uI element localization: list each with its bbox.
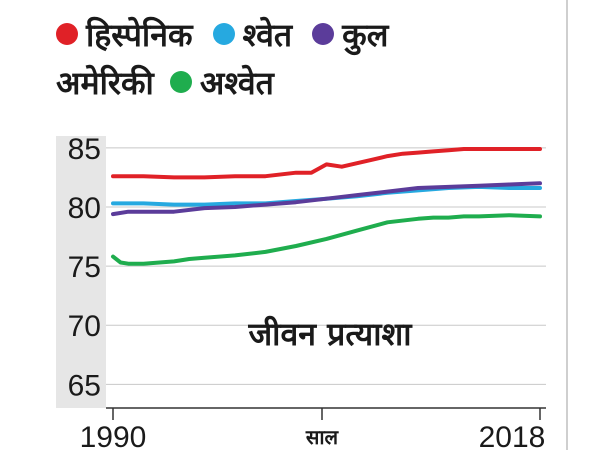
y-axis-band — [56, 136, 106, 408]
legend-item-white: श्वेत — [212, 13, 293, 56]
x-axis-label: साल — [305, 425, 340, 449]
legend-label-white: श्वेत — [242, 15, 293, 54]
legend-dot-total — [312, 23, 335, 45]
series-line-white — [111, 184, 542, 207]
legend-label-black: अश्वेत — [199, 63, 274, 102]
series-line-hispanic — [111, 147, 542, 180]
series-line-black — [111, 213, 542, 266]
legend-dot-black — [169, 71, 192, 93]
chart-title: जीवन प्रत्याशा — [247, 315, 413, 353]
y-tick-label-75: 75 — [68, 251, 101, 284]
legend-item-black: अश्वेत — [169, 61, 274, 104]
legend-item-hispanic: हिस्पेनिक — [56, 13, 193, 56]
legend-item-total: कुल — [312, 13, 388, 56]
legend-label-total-part1: कुल — [342, 15, 389, 54]
series-line-total — [111, 181, 542, 217]
legend-row-2: अमेरिकी अश्वेत — [56, 58, 556, 106]
frame-divider — [566, 0, 568, 450]
y-tick-label-80: 80 — [68, 192, 101, 225]
legend-dot-hispanic — [56, 23, 78, 45]
x-tick-label-1990: 1990 — [80, 421, 147, 450]
y-tick-label-85: 85 — [68, 133, 101, 166]
y-tick-label-70: 70 — [68, 310, 101, 343]
legend-row-1: हिस्पेनिक श्वेत कुल — [56, 10, 556, 58]
legend-item-total-cont: अमेरिकी — [56, 61, 154, 104]
x-tick-label-2018: 2018 — [479, 421, 546, 450]
series-lines — [111, 147, 542, 266]
y-tick-labels: 65 70 75 80 85 — [68, 133, 101, 403]
legend-label-total-part2: अमेरिकी — [56, 63, 154, 102]
legend-dot-white — [212, 23, 235, 45]
y-tick-label-65: 65 — [68, 369, 101, 402]
legend: हिस्पेनिक श्वेत कुल अमेरिकी अश्वेत — [56, 10, 556, 106]
legend-label-hispanic: हिस्पेनिक — [86, 15, 193, 54]
